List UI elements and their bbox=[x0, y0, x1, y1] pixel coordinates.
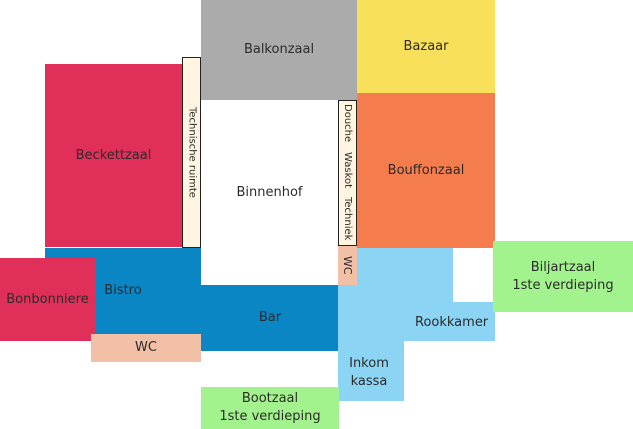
wc-left-label: WC bbox=[135, 340, 157, 356]
room-bonbonniere: Bonbonniere bbox=[0, 258, 95, 341]
balkonzaal-label: Balkonzaal bbox=[243, 42, 315, 58]
room-technische-ruimte: Technische ruimte bbox=[182, 57, 201, 248]
bistro-label: Bistro bbox=[104, 283, 142, 298]
room-bouffonzaal: Bouffonzaal bbox=[357, 93, 495, 248]
bazaar-label: Bazaar bbox=[403, 38, 449, 54]
room-rookkamer-area-bottom bbox=[338, 302, 495, 341]
inkom-kassa-label: Inkom kassa bbox=[349, 356, 389, 389]
beckettzaal-label: Beckettzaal bbox=[75, 147, 152, 163]
bootzaal-label: Bootzaal 1ste verdieping bbox=[219, 391, 321, 424]
binnenhof-label: Binnenhof bbox=[236, 184, 303, 200]
douche-label: Douche bbox=[342, 104, 353, 143]
techniek-label: Techniek bbox=[342, 197, 353, 241]
room-wc-left: WC bbox=[91, 334, 201, 362]
wc-right-label: WC bbox=[341, 256, 354, 275]
room-binnenhof: Binnenhof bbox=[201, 100, 338, 285]
room-biljartzaal: Biljartzaal 1ste verdieping bbox=[493, 241, 633, 312]
room-douche-waskot-techniek: Douche Waskot Techniek bbox=[338, 100, 357, 246]
rookkamer-label: Rookkamer bbox=[415, 315, 489, 330]
room-rookkamer-area-top bbox=[338, 248, 453, 303]
room-bootzaal: Bootzaal 1ste verdieping bbox=[201, 387, 339, 429]
bar-label: Bar bbox=[258, 310, 282, 326]
bouffonzaal-label: Bouffonzaal bbox=[387, 162, 465, 178]
bonbonniere-label: Bonbonniere bbox=[6, 291, 89, 307]
room-beckettzaal: Beckettzaal bbox=[45, 64, 182, 247]
room-balkonzaal: Balkonzaal bbox=[201, 0, 357, 100]
inkom-kassa-label-box: Inkom kassa bbox=[338, 352, 400, 394]
technische-ruimte-label: Technische ruimte bbox=[186, 107, 198, 198]
room-inkom-kassa bbox=[338, 340, 404, 401]
room-bazaar: Bazaar bbox=[357, 0, 495, 93]
room-bar: Bar bbox=[200, 285, 340, 351]
biljartzaal-label: Biljartzaal 1ste verdieping bbox=[512, 259, 614, 293]
room-wc-right: WC bbox=[338, 246, 357, 285]
waskot-label: Waskot bbox=[342, 152, 353, 189]
